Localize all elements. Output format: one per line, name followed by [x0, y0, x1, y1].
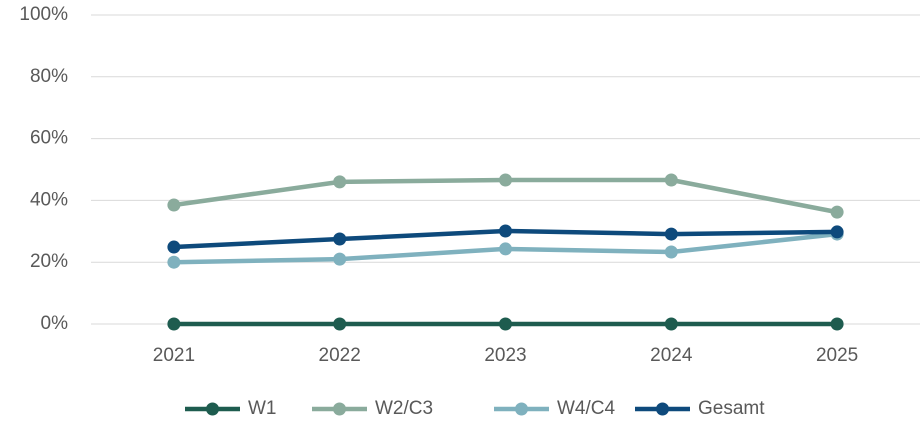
legend-label: W4/C4 — [557, 398, 616, 419]
point — [499, 242, 512, 256]
x-tick-label: 2025 — [816, 345, 858, 366]
x-tick-label: 2022 — [319, 345, 361, 366]
x-tick-label: 2021 — [153, 345, 195, 366]
legend-label: Gesamt — [698, 398, 765, 419]
point — [333, 232, 347, 246]
x-tick-label: 2023 — [484, 345, 526, 366]
y-tick-label: 60% — [30, 128, 68, 149]
point — [333, 175, 347, 189]
point — [333, 252, 347, 266]
y-tick-label: 20% — [30, 251, 68, 272]
point — [664, 245, 678, 259]
point — [167, 198, 181, 212]
legend-label: W1 — [248, 398, 277, 419]
legend-marker — [333, 402, 346, 416]
legend-marker — [206, 402, 219, 416]
point — [499, 224, 512, 238]
legend-marker — [515, 402, 528, 416]
x-tick-label: 2024 — [650, 345, 693, 366]
point — [664, 317, 678, 331]
point — [830, 225, 844, 239]
point — [499, 173, 512, 187]
point — [830, 205, 844, 219]
legend-label: W2/C3 — [375, 398, 433, 419]
point — [664, 173, 678, 187]
y-tick-label: 0% — [41, 313, 69, 334]
point — [830, 317, 844, 331]
point — [499, 317, 512, 331]
y-tick-label: 100% — [19, 4, 68, 25]
point — [333, 317, 347, 331]
point — [167, 255, 181, 269]
point — [167, 317, 181, 331]
legend-marker — [656, 402, 669, 416]
point — [664, 227, 678, 241]
point — [167, 240, 181, 254]
y-tick-label: 80% — [30, 66, 68, 87]
y-tick-label: 40% — [30, 189, 68, 210]
